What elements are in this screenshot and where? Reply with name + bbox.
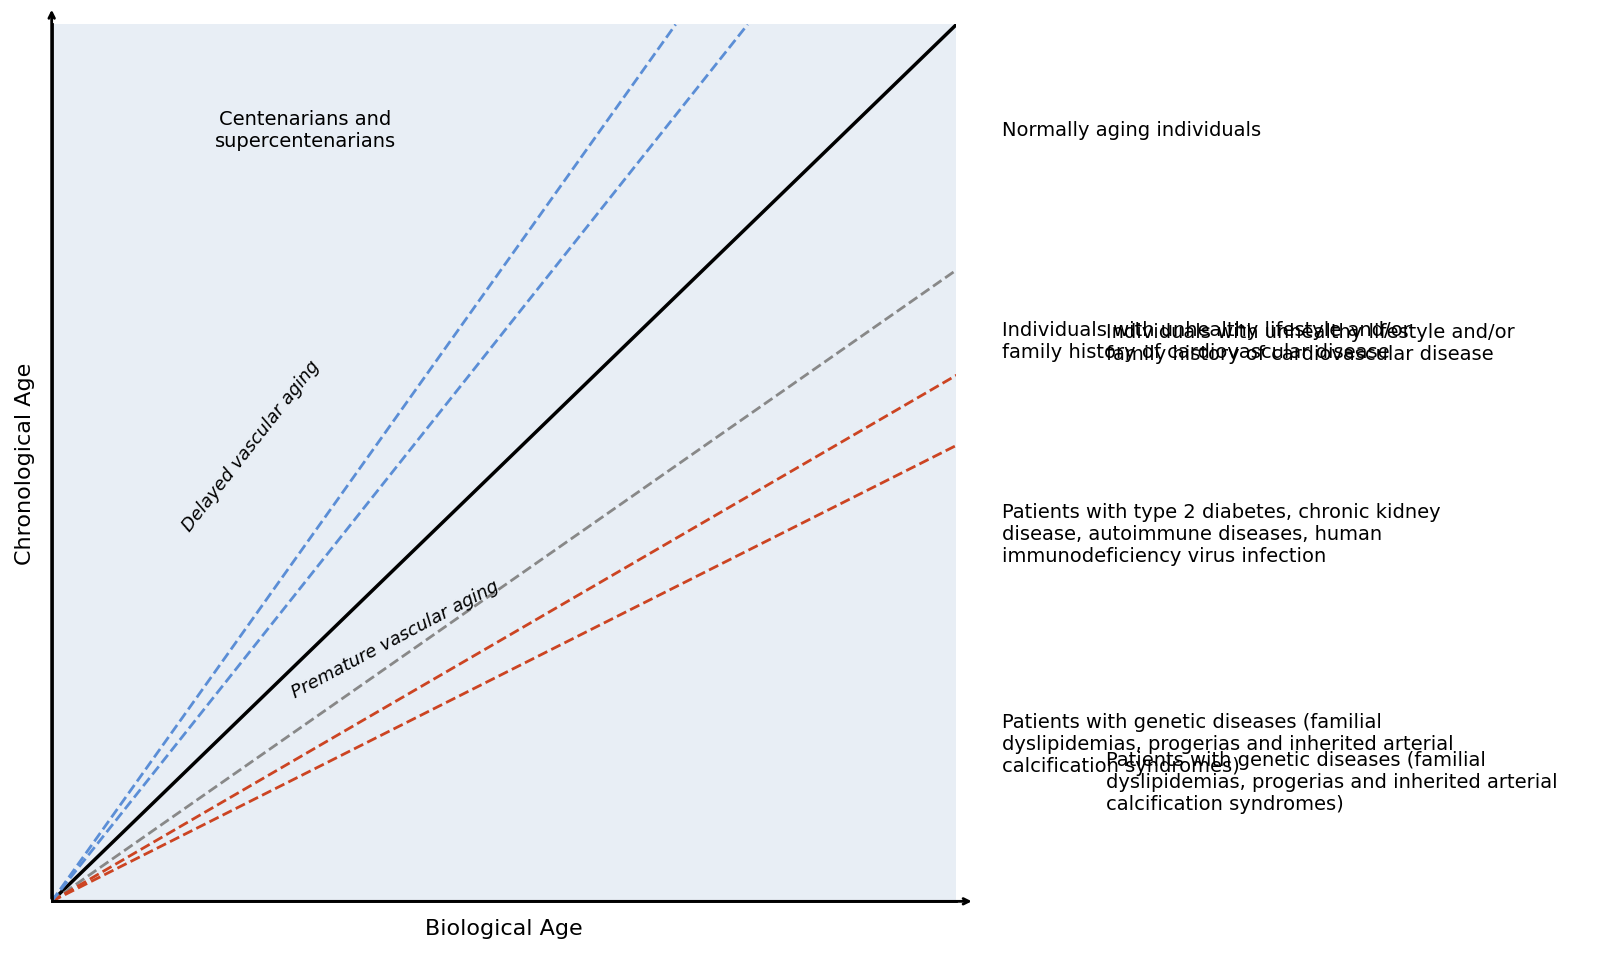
Text: Patients with genetic diseases (familial
dyslipidemias, progerias and inherited : Patients with genetic diseases (familial… <box>1106 750 1557 813</box>
Text: Premature vascular aging: Premature vascular aging <box>290 577 502 701</box>
Text: Normally aging individuals: Normally aging individuals <box>1002 121 1261 140</box>
Text: Patients with genetic diseases (familial
dyslipidemias, progerias and inherited : Patients with genetic diseases (familial… <box>1002 712 1453 775</box>
Text: Individuals with unhealthy lifestyle and/or
family history of cardiovascular dis: Individuals with unhealthy lifestyle and… <box>1106 323 1514 363</box>
Y-axis label: Chronological Age: Chronological Age <box>14 362 35 564</box>
Text: Individuals with unhealthy lifestyle and/or
family history of cardiovascular dis: Individuals with unhealthy lifestyle and… <box>1002 320 1411 361</box>
Text: Patients with type 2 diabetes, chronic kidney
disease, autoimmune diseases, huma: Patients with type 2 diabetes, chronic k… <box>1002 502 1440 565</box>
X-axis label: Biological Age: Biological Age <box>426 918 582 938</box>
Text: Centenarians and
supercentenarians: Centenarians and supercentenarians <box>214 110 395 151</box>
Text: Delayed vascular aging: Delayed vascular aging <box>179 357 323 535</box>
